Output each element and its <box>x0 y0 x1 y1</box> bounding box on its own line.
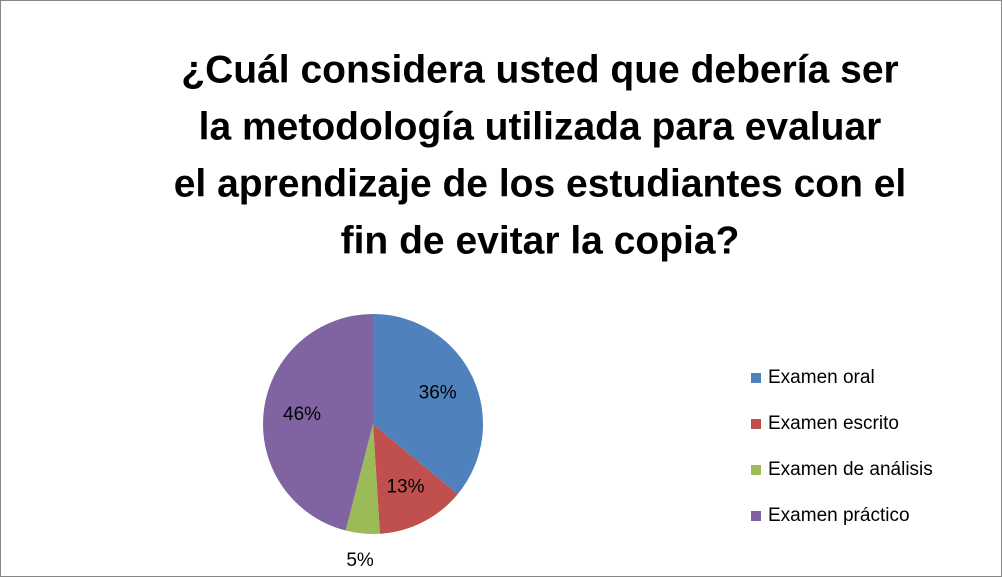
chart-title: fin de evitar la copia? <box>341 219 740 262</box>
chart-title: la metodología utilizada para evaluar <box>199 105 882 148</box>
legend-swatch <box>751 419 761 429</box>
pie-slice <box>373 424 458 534</box>
legend-label: Examen de análisis <box>768 459 933 480</box>
legend-swatch <box>751 511 761 521</box>
data-label: 5% <box>346 550 374 571</box>
data-label: 13% <box>386 477 424 498</box>
legend-swatch <box>751 373 761 383</box>
legend-label: Examen práctico <box>768 505 910 526</box>
pie-slice <box>263 313 373 531</box>
legend-swatch <box>751 465 761 475</box>
legend-label: Examen escrito <box>768 413 899 434</box>
chart-title: el aprendizaje de los estudiantes con el <box>174 162 907 205</box>
legend-label: Examen oral <box>768 367 875 388</box>
pie-slice <box>373 314 483 495</box>
pie-slice <box>345 424 380 534</box>
data-label: 36% <box>419 383 457 404</box>
data-label: 46% <box>283 404 321 425</box>
chart-title: ¿Cuál considera usted que debería ser <box>181 48 898 91</box>
